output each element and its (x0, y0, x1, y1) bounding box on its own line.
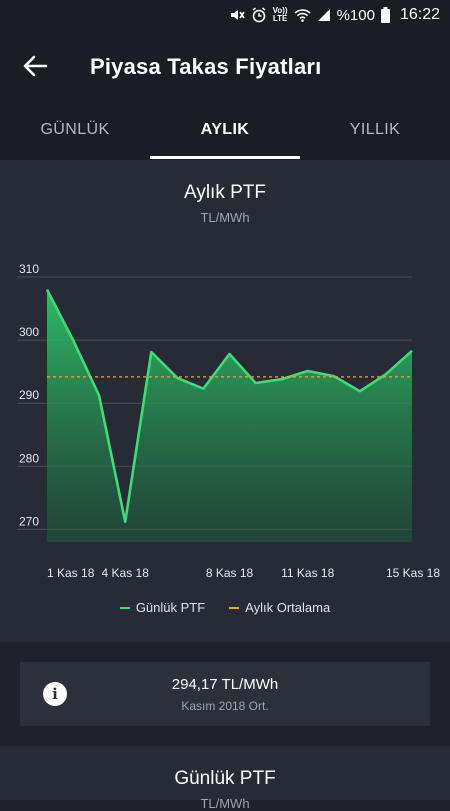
y-tick-label: 290 (19, 388, 39, 402)
x-tick-label: 4 Kas 18 (102, 566, 150, 580)
active-tab-indicator (150, 156, 300, 159)
back-arrow-icon[interactable] (20, 52, 52, 80)
average-period: Kasım 2018 Ort. (20, 699, 430, 713)
signal-icon (317, 8, 331, 22)
y-tick-label: 300 (19, 325, 39, 339)
alarm-icon (251, 7, 267, 23)
app-bar: Piyasa Takas Fiyatları (0, 32, 450, 100)
x-tick-label: 15 Kas 18 (386, 566, 440, 580)
x-tick-label: 8 Kas 18 (206, 566, 254, 580)
legend-label-daily: Günlük PTF (136, 600, 205, 615)
chart-legend: Günlük PTF Aylık Ortalama (0, 600, 450, 615)
daily-ptf-card: Günlük PTF TL/MWh (0, 746, 450, 800)
legend-swatch-daily (120, 607, 130, 609)
page-title: Piyasa Takas Fiyatları (90, 54, 321, 80)
average-value: 294,17 TL/MWh (20, 676, 430, 693)
daily-ptf-unit: TL/MWh (0, 796, 450, 811)
tab-yearly[interactable]: YILLIK (300, 100, 450, 160)
status-bar: Vo)) LTE %100 16:22 (0, 0, 450, 32)
y-tick-label: 270 (19, 514, 39, 528)
wifi-icon (294, 8, 311, 22)
legend-item-average: Aylık Ortalama (229, 600, 330, 615)
legend-item-daily: Günlük PTF (120, 600, 205, 615)
ptf-chart: 270 280 290 300 310 1 Kas 18 4 Kas 18 8 Kas 18 1… (0, 160, 450, 590)
y-tick-label: 280 (19, 451, 39, 465)
clock: 16:22 (400, 6, 440, 24)
battery-icon (381, 7, 390, 23)
tab-daily[interactable]: GÜNLÜK (0, 100, 150, 160)
legend-label-average: Aylık Ortalama (245, 600, 330, 615)
lte-label: LTE (273, 15, 288, 23)
x-tick-label: 1 Kas 18 (47, 566, 95, 580)
tab-monthly[interactable]: AYLIK (150, 100, 300, 160)
period-tabs: GÜNLÜK AYLIK YILLIK (0, 100, 450, 160)
average-info-card: i 294,17 TL/MWh Kasım 2018 Ort. (20, 662, 430, 726)
daily-ptf-title: Günlük PTF (0, 768, 450, 790)
daily-ptf-area (47, 290, 412, 542)
y-tick-label: 310 (19, 262, 39, 276)
x-tick-label: 11 Kas 18 (281, 566, 334, 580)
battery-percent: %100 (337, 7, 375, 24)
network-lte-indicator: Vo)) LTE (273, 7, 288, 23)
mute-icon (229, 7, 245, 23)
legend-swatch-average (229, 607, 239, 609)
